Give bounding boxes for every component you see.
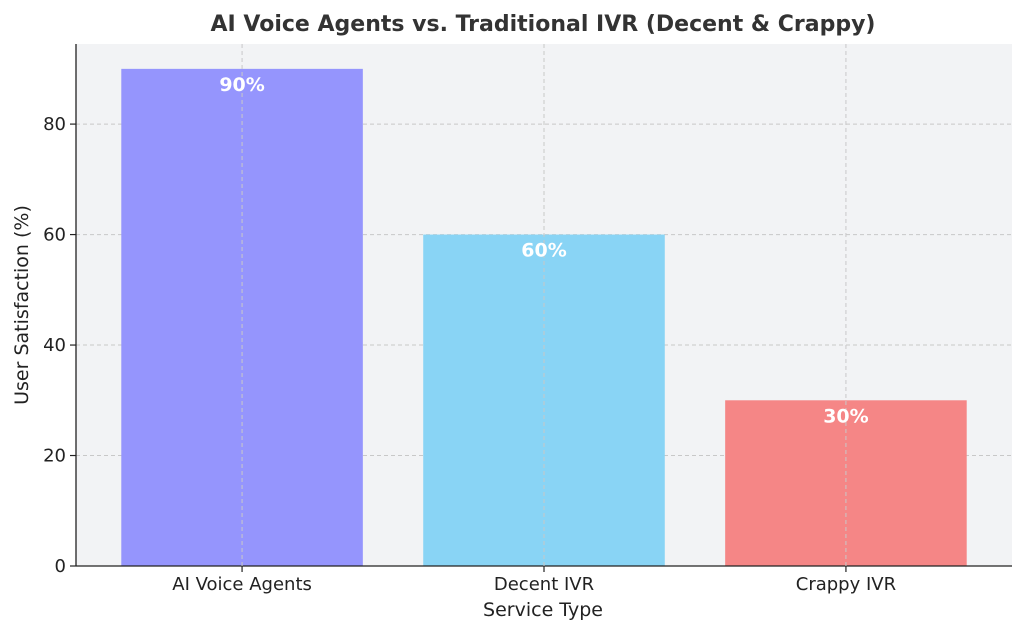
y-tick-label: 80 <box>43 114 66 135</box>
bar-data-label: 30% <box>823 405 868 427</box>
y-tick-label: 60 <box>43 225 66 246</box>
chart-title: AI Voice Agents vs. Traditional IVR (Dec… <box>211 12 876 37</box>
x-axis-title: Service Type <box>483 599 603 621</box>
y-tick-label: 40 <box>43 335 66 356</box>
axes: 0 20 40 60 80 AI Voice Agents Decent IVR Crappy… <box>43 44 1012 595</box>
y-tick-label: 20 <box>43 446 66 467</box>
bar-data-label: 90% <box>219 74 264 96</box>
bar-crappy-ivr <box>725 400 967 566</box>
bar-data-label: 60% <box>521 240 566 262</box>
y-tick-label: 0 <box>55 556 66 577</box>
x-tick-label: Decent IVR <box>494 574 594 595</box>
y-axis-title: User Satisfaction (%) <box>11 205 33 405</box>
x-tick-label: Crappy IVR <box>796 574 896 595</box>
x-tick-label: AI Voice Agents <box>172 574 312 595</box>
data-labels: 90% 60% 30% <box>219 44 869 566</box>
